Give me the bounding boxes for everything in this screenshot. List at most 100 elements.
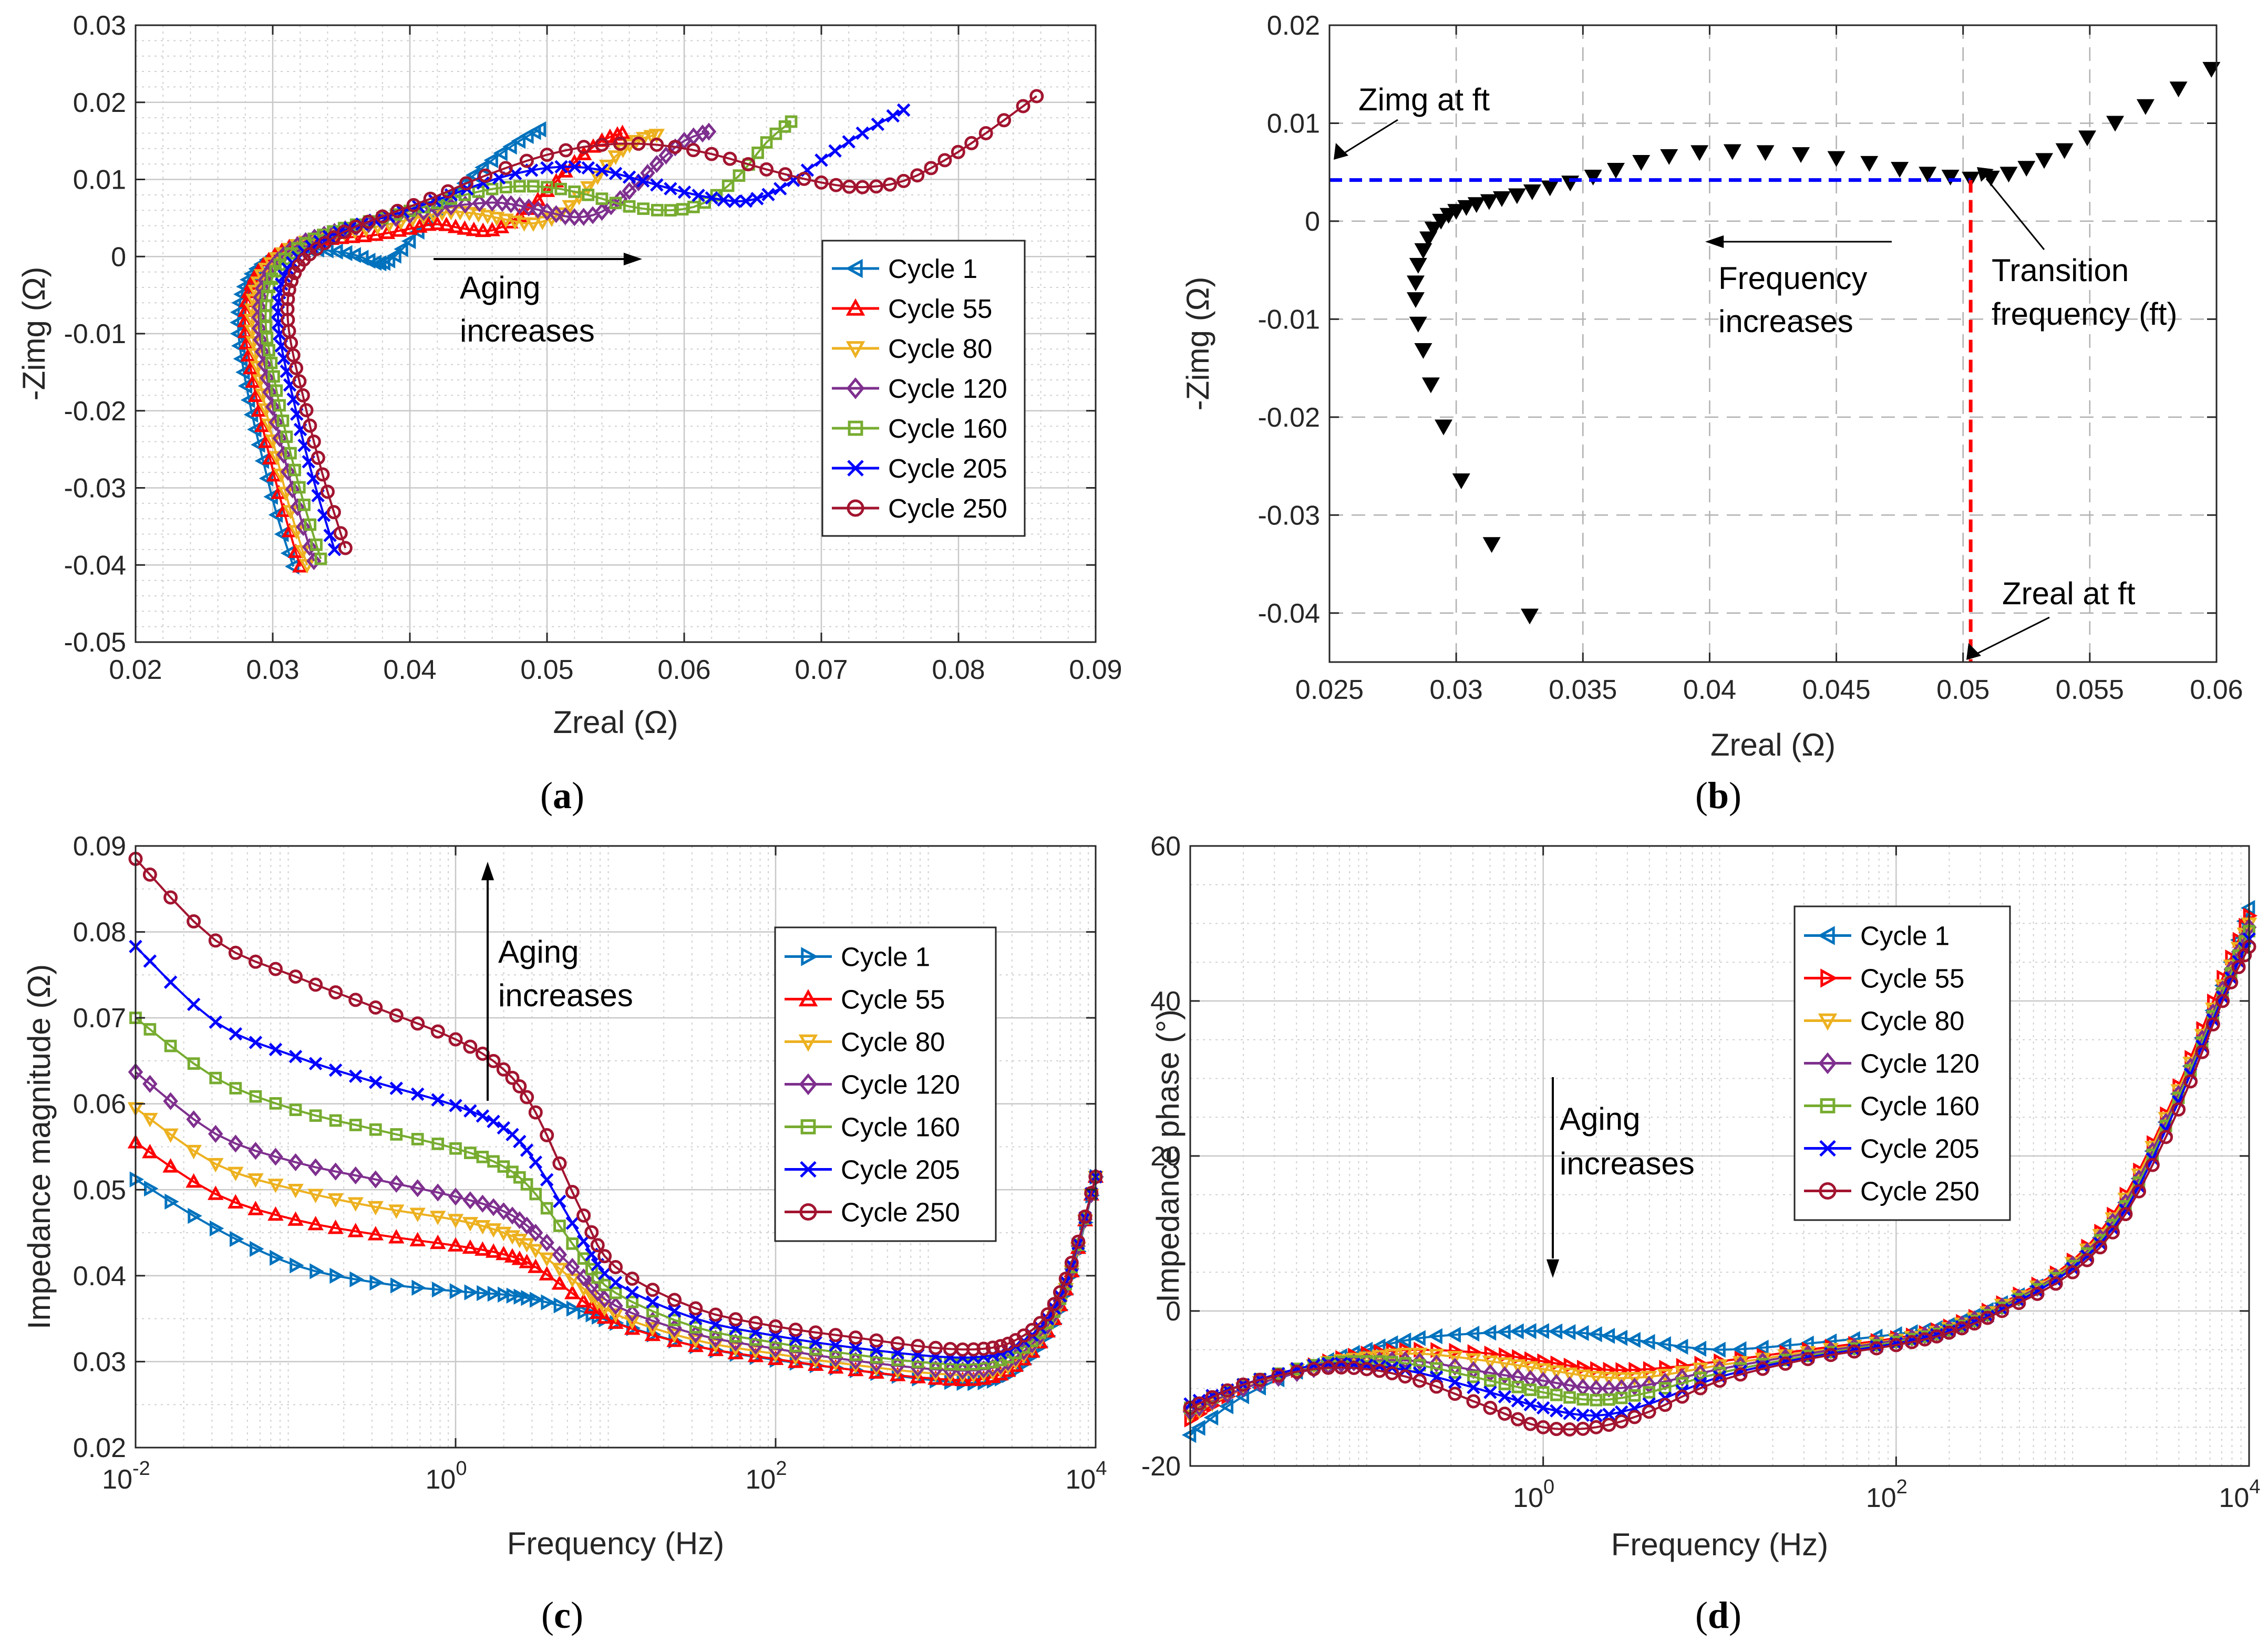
data-point bbox=[308, 1158, 323, 1176]
data-point bbox=[1613, 1372, 1630, 1387]
data-point bbox=[483, 152, 498, 169]
data-point bbox=[1537, 1386, 1550, 1399]
data-point bbox=[2118, 1207, 2133, 1222]
data-point bbox=[429, 1234, 446, 1249]
data-point bbox=[609, 197, 622, 210]
data-point bbox=[288, 1153, 303, 1172]
data-point bbox=[229, 1027, 243, 1041]
data-point bbox=[2080, 1253, 2095, 1267]
data-point bbox=[287, 266, 302, 281]
y-tick-label: 0.03 bbox=[73, 1347, 126, 1377]
data-point bbox=[625, 1285, 639, 1299]
data-point bbox=[687, 1334, 704, 1349]
data-point bbox=[637, 202, 650, 215]
data-point bbox=[529, 1155, 543, 1169]
data-point bbox=[2080, 1247, 2094, 1260]
data-point bbox=[1321, 1360, 1336, 1375]
data-point bbox=[252, 331, 268, 349]
legend-entry: Cycle 250 bbox=[841, 1197, 960, 1227]
data-point bbox=[1827, 151, 1846, 167]
data-point bbox=[594, 203, 610, 221]
data-point bbox=[717, 193, 730, 207]
data-point bbox=[910, 1369, 926, 1383]
y-tick-label: 60 bbox=[1150, 831, 1181, 862]
data-point bbox=[423, 191, 438, 206]
data-point bbox=[187, 1057, 200, 1070]
data-point bbox=[285, 480, 300, 499]
data-point bbox=[475, 1241, 491, 1256]
data-point bbox=[1929, 1329, 1944, 1344]
legend-marker bbox=[845, 259, 863, 278]
data-point bbox=[516, 217, 532, 232]
data-point bbox=[1025, 1323, 1039, 1337]
data-point bbox=[528, 1105, 543, 1120]
data-point bbox=[2035, 153, 2054, 169]
series-cycle-250 bbox=[280, 89, 1044, 555]
data-point bbox=[388, 1204, 405, 1219]
data-point bbox=[541, 181, 553, 194]
data-point bbox=[704, 147, 719, 161]
data-point bbox=[411, 218, 428, 233]
data-point bbox=[1484, 1374, 1497, 1387]
data-point bbox=[485, 1223, 502, 1238]
data-point bbox=[1497, 1366, 1512, 1385]
data-point bbox=[449, 1099, 462, 1112]
data-point bbox=[849, 1341, 863, 1355]
data-point bbox=[249, 1090, 262, 1103]
data-point bbox=[349, 1271, 364, 1288]
data-point bbox=[1084, 1186, 1099, 1201]
data-point bbox=[869, 1333, 884, 1348]
data-point bbox=[489, 212, 505, 226]
data-point bbox=[759, 162, 774, 177]
data-point bbox=[448, 1187, 463, 1206]
data-point bbox=[394, 241, 408, 257]
data-point bbox=[739, 194, 753, 208]
data-point bbox=[564, 1285, 581, 1299]
arrow-head bbox=[1977, 167, 1994, 182]
data-point bbox=[554, 160, 568, 174]
data-point bbox=[302, 538, 317, 556]
data-point bbox=[513, 180, 526, 193]
data-point bbox=[457, 220, 473, 235]
data-point bbox=[249, 1036, 263, 1049]
legend-marker bbox=[846, 298, 865, 316]
data-point bbox=[1614, 1379, 1629, 1397]
data-point bbox=[261, 263, 276, 282]
y-tick-label: 0.08 bbox=[73, 917, 126, 948]
data-point bbox=[307, 1189, 324, 1203]
data-point bbox=[208, 1158, 224, 1173]
legend-entry: Cycle 80 bbox=[888, 334, 992, 364]
data-point bbox=[1713, 1374, 1727, 1388]
data-point bbox=[280, 462, 296, 481]
data-point bbox=[1205, 1390, 1220, 1405]
data-point bbox=[666, 1328, 683, 1344]
data-point bbox=[842, 179, 857, 194]
data-point bbox=[609, 1286, 622, 1299]
data-point bbox=[390, 222, 407, 237]
data-point bbox=[666, 1333, 683, 1347]
data-point bbox=[519, 128, 534, 144]
data-point bbox=[2012, 1296, 2026, 1310]
data-point bbox=[144, 1180, 159, 1197]
data-point bbox=[185, 1173, 202, 1188]
legend-entry: Cycle 1 bbox=[1860, 921, 1950, 951]
zimg-at-ft-label: Zimg at ft bbox=[1358, 82, 1490, 117]
data-point bbox=[1967, 1316, 1982, 1331]
data-point bbox=[329, 1267, 344, 1284]
data-point bbox=[966, 1342, 981, 1357]
data-point bbox=[338, 541, 353, 555]
data-point bbox=[269, 1097, 282, 1110]
data-point bbox=[476, 1109, 490, 1123]
data-point bbox=[369, 1123, 382, 1136]
data-point bbox=[513, 1171, 526, 1184]
data-point bbox=[565, 1216, 579, 1230]
data-point bbox=[1522, 1361, 1539, 1376]
data-point bbox=[625, 1272, 640, 1286]
legend-entry: Cycle 160 bbox=[1860, 1091, 1980, 1121]
data-point bbox=[1561, 1367, 1578, 1382]
data-point bbox=[1372, 1364, 1387, 1378]
data-point bbox=[869, 1344, 883, 1357]
data-point bbox=[1480, 194, 1498, 210]
data-point bbox=[1428, 1348, 1445, 1364]
data-point bbox=[525, 217, 542, 232]
